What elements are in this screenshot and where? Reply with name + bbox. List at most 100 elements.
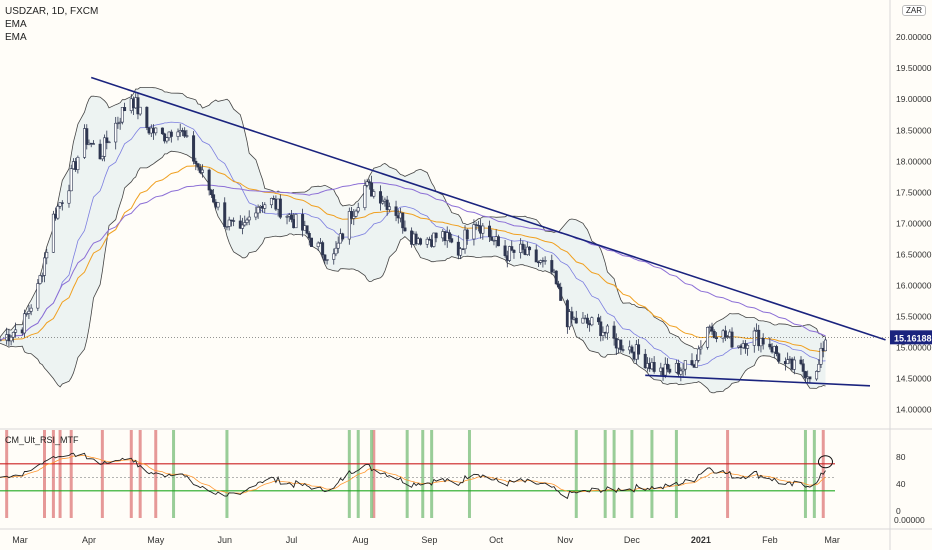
price-tick-label: 20.00000 [896, 32, 932, 42]
candle-body [757, 329, 761, 347]
candle-body [14, 329, 18, 333]
candle-body [278, 198, 282, 218]
candle-body [207, 169, 211, 191]
candle-body [637, 344, 641, 355]
candle-body [85, 128, 89, 145]
rsi-overbought-bar [69, 430, 73, 518]
candle-body [225, 226, 229, 228]
candle-body [114, 122, 118, 143]
candle-body [712, 330, 716, 339]
legend-ema-1[interactable]: EMA [5, 19, 27, 30]
price-tick-label: 16.50000 [896, 249, 932, 259]
candle-body [285, 216, 289, 218]
time-tick-label: Sep [421, 535, 437, 545]
rsi-line [0, 452, 826, 500]
candle-body [269, 198, 273, 206]
candle-body [154, 127, 158, 134]
price-tick-label: 14.50000 [896, 373, 932, 383]
candle-body [216, 202, 220, 208]
candle-body [381, 201, 385, 204]
candle-body [510, 246, 514, 251]
legend-symbol[interactable]: USDZAR, 1D, FXCM [5, 6, 99, 17]
candle-body [621, 349, 625, 351]
candle-body [307, 233, 311, 239]
candle-body [463, 229, 467, 250]
candle-body [792, 359, 796, 370]
time-tick-label: Nov [557, 535, 574, 545]
candle-body [465, 229, 469, 240]
candle-body [543, 260, 547, 262]
candles [0, 92, 827, 384]
rsi-signal-line [0, 454, 826, 494]
candle-body [176, 131, 180, 137]
rsi-oversold-bar [630, 430, 634, 518]
legend-ema-2[interactable]: EMA [5, 32, 27, 43]
candle-body [98, 143, 102, 160]
candle-body [254, 212, 258, 218]
candle-body [550, 260, 554, 273]
rsi-legend[interactable]: CM_Ult_RSI_MTF [5, 435, 79, 445]
candle-body [823, 339, 827, 352]
candle-body [165, 137, 169, 142]
candle-body [29, 307, 33, 312]
candle-body [570, 311, 574, 320]
price-tick-label: 15.50000 [896, 311, 932, 321]
band-upper-line [0, 87, 826, 351]
candle-body [403, 227, 407, 232]
candle-body [136, 97, 140, 115]
candle-body [25, 313, 29, 315]
rsi-oversold-bar [347, 430, 351, 518]
candle-body [120, 107, 124, 123]
time-tick-label: Mar [824, 535, 840, 545]
candle-body [714, 337, 718, 339]
candle-body [194, 160, 198, 164]
candle-body [599, 321, 603, 336]
rsi-oversold-bar [803, 430, 807, 518]
currency-badge[interactable]: ZAR [902, 5, 926, 16]
candle-body [630, 346, 634, 353]
candle-body [51, 213, 55, 253]
rsi-oversold-bar [674, 430, 678, 518]
candle-body [60, 202, 64, 204]
candle-body [0, 339, 2, 342]
time-tick-label: Oct [489, 535, 504, 545]
candle-body [472, 224, 476, 240]
candle-body [746, 345, 750, 349]
candle-body [309, 237, 313, 247]
candle-body [67, 190, 71, 204]
time-tick-label: Jun [217, 535, 232, 545]
candle-body [761, 338, 765, 345]
candle-body [347, 211, 351, 240]
ema-long-line [0, 182, 826, 341]
candle-body [665, 363, 669, 370]
candle-body [370, 182, 374, 197]
candle-body [76, 157, 80, 170]
price-tick-label: 18.00000 [896, 156, 932, 166]
price-tick-label: 19.50000 [896, 63, 932, 73]
rsi-overbought-bar [129, 430, 133, 518]
time-tick-label: Apr [82, 535, 96, 545]
candle-body [808, 376, 812, 380]
last-price-tag [890, 330, 932, 345]
price-tick-label: 15.00000 [896, 342, 932, 352]
candle-body [107, 141, 111, 144]
candle-body [590, 317, 594, 326]
time-tick-label: Feb [762, 535, 778, 545]
candle-body [694, 360, 698, 368]
candle-body [786, 359, 790, 365]
candle-body [185, 135, 189, 137]
time-tick-label: Mar [12, 535, 28, 545]
candle-body [27, 310, 31, 314]
candle-body [245, 219, 249, 223]
candle-body [336, 242, 340, 249]
candle-body [341, 233, 345, 240]
candle-body [243, 222, 247, 226]
candle-body [801, 363, 805, 372]
rsi-highlight-circle [817, 455, 833, 469]
candle-body [512, 249, 516, 253]
candle-body [534, 249, 538, 263]
candle-body [503, 245, 507, 256]
candle-body [556, 283, 560, 288]
candle-body [487, 225, 491, 238]
